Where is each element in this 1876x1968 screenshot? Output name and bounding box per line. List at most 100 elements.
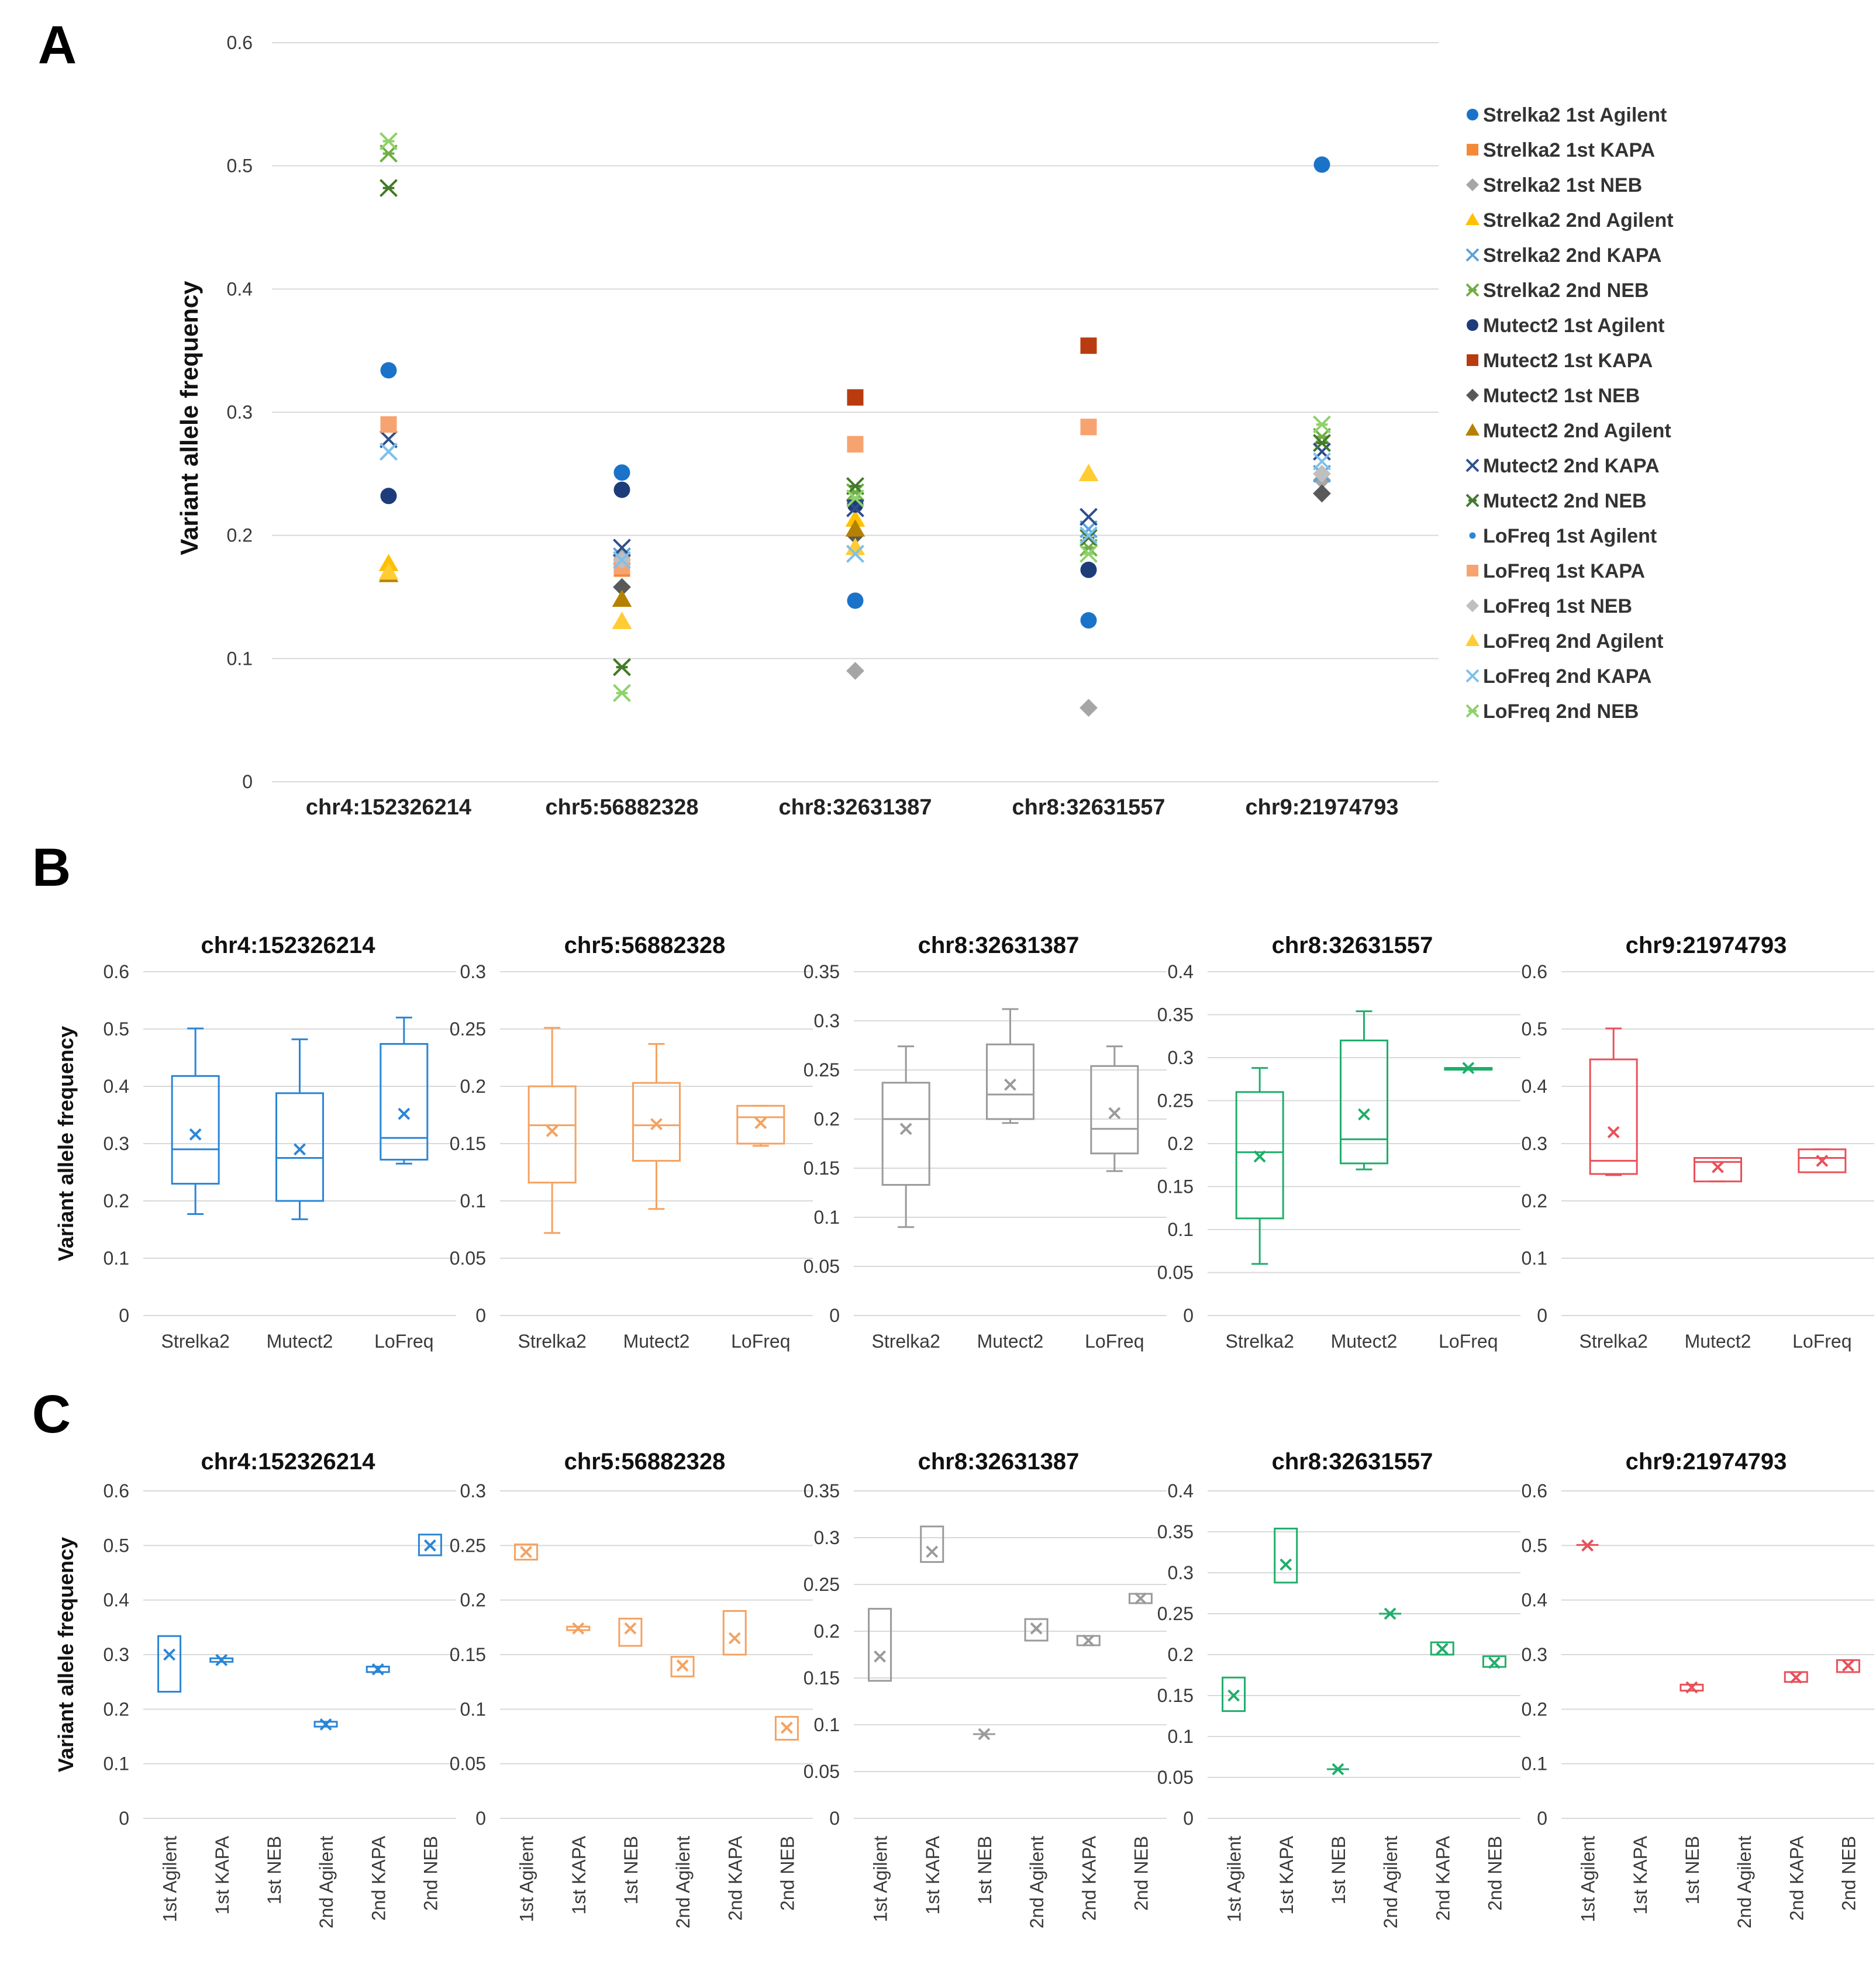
mean-marker bbox=[1436, 1642, 1449, 1655]
legend-marker bbox=[1466, 178, 1479, 191]
mean-marker-shape bbox=[1134, 1592, 1147, 1605]
data-point-shape bbox=[1080, 612, 1097, 629]
legend-marker-shape bbox=[1465, 423, 1480, 436]
y-tick-label: 0.3 bbox=[814, 1527, 840, 1548]
mean-marker-shape bbox=[676, 1659, 689, 1672]
box bbox=[722, 1610, 747, 1656]
box-chart: chr4:152326214 0 0.1 0.2 0.3 0.4 0.5 0.6 1st Agi… bbox=[104, 1449, 456, 1928]
mean-marker-shape bbox=[520, 1546, 532, 1558]
y-tick-label: 0.4 bbox=[227, 278, 253, 299]
x-category-label: 1st Agilent bbox=[1224, 1836, 1245, 1922]
box bbox=[527, 1085, 577, 1184]
x-category-label: Strelka2 bbox=[1225, 1331, 1294, 1352]
mean-marker-shape bbox=[1384, 1607, 1396, 1620]
x-category-label: LoFreq bbox=[374, 1331, 433, 1352]
x-category-label: 2nd KAPA bbox=[1078, 1835, 1099, 1921]
data-point bbox=[1080, 526, 1098, 545]
mean-marker bbox=[1488, 1656, 1501, 1669]
box bbox=[920, 1525, 944, 1563]
legend-marker-shape bbox=[1467, 319, 1478, 331]
mean-marker-shape bbox=[1253, 1150, 1266, 1163]
y-tick-label: 0 bbox=[475, 1305, 486, 1326]
y-tick-label: 0.05 bbox=[450, 1248, 486, 1269]
box bbox=[514, 1543, 539, 1561]
legend-label: LoFreq 1st Agilent bbox=[1483, 525, 1657, 547]
mean-marker bbox=[1384, 1607, 1396, 1620]
data-point bbox=[1313, 156, 1330, 173]
data-point bbox=[846, 489, 864, 507]
x-category-label: 2nd KAPA bbox=[368, 1835, 389, 1921]
x-category-label: chr9:21974793 bbox=[1246, 795, 1399, 820]
legend-marker-shape bbox=[1466, 178, 1479, 191]
y-tick-label: 0 bbox=[119, 1808, 129, 1829]
legend-label: Strelka2 1st NEB bbox=[1483, 174, 1642, 196]
chart-title: chr4:152326214 bbox=[201, 933, 375, 958]
box bbox=[275, 1092, 324, 1202]
data-point-shape bbox=[380, 488, 397, 505]
legend-marker bbox=[1466, 389, 1479, 402]
x-category-label: Strelka2 bbox=[1579, 1331, 1647, 1352]
data-point bbox=[1080, 699, 1098, 717]
y-tick-label: 0.4 bbox=[104, 1076, 129, 1097]
y-tick-label: 0.15 bbox=[803, 1667, 840, 1689]
y-tick-label: 0.4 bbox=[1168, 961, 1194, 982]
mean-marker-shape bbox=[1332, 1763, 1344, 1776]
box bbox=[868, 1608, 892, 1682]
box bbox=[1235, 1091, 1284, 1220]
legend-label: Mutect2 1st NEB bbox=[1483, 385, 1640, 407]
mean-marker bbox=[728, 1632, 741, 1645]
x-category-label: Strelka2 bbox=[161, 1331, 229, 1352]
y-tick-label: 0.35 bbox=[803, 1480, 840, 1501]
x-category-label: chr5:56882328 bbox=[546, 795, 699, 820]
mean-marker-shape bbox=[1358, 1108, 1370, 1121]
data-point-shape bbox=[380, 442, 398, 461]
legend-label: Strelka2 1st KAPA bbox=[1483, 139, 1655, 161]
y-tick-label: 0.2 bbox=[227, 525, 253, 546]
data-point-shape bbox=[1080, 526, 1098, 545]
legend-marker bbox=[1466, 599, 1479, 612]
x-category-label: 1st KAPA bbox=[1630, 1835, 1651, 1914]
legend-marker bbox=[1465, 423, 1480, 436]
data-point bbox=[380, 442, 398, 461]
mean-marker bbox=[1607, 1125, 1620, 1138]
x-category-label: Mutect2 bbox=[267, 1331, 333, 1352]
mean-marker-shape bbox=[1004, 1078, 1016, 1091]
legend-label: Strelka2 2nd Agilent bbox=[1483, 209, 1674, 232]
y-tick-label: 0.3 bbox=[1168, 1562, 1194, 1583]
mean-marker bbox=[1108, 1107, 1121, 1120]
y-axis-label: Variant allele frequency bbox=[54, 1026, 78, 1261]
data-point-shape bbox=[1078, 464, 1099, 481]
y-tick-label: 0.1 bbox=[460, 1190, 486, 1211]
mean-marker-shape bbox=[189, 1128, 202, 1141]
data-point bbox=[1078, 464, 1099, 481]
mean-marker-shape bbox=[1280, 1558, 1292, 1571]
y-tick-label: 0.2 bbox=[1522, 1190, 1547, 1211]
mean-marker bbox=[1082, 1634, 1095, 1647]
y-tick-label: 0.1 bbox=[1522, 1248, 1547, 1269]
x-category-label: LoFreq bbox=[1439, 1331, 1498, 1352]
mean-marker bbox=[781, 1721, 793, 1734]
y-tick-label: 0.6 bbox=[227, 32, 253, 53]
chart-title: chr4:152326214 bbox=[201, 1449, 375, 1475]
mean-marker bbox=[874, 1650, 886, 1663]
legend-label: LoFreq 2nd KAPA bbox=[1483, 665, 1651, 688]
x-category-label: 1st Agilent bbox=[160, 1836, 181, 1922]
mean-marker-shape bbox=[163, 1648, 175, 1661]
box-chart: chr4:152326214 0 0.1 0.2 0.3 0.4 0.5 0.6 Strelka… bbox=[104, 933, 456, 1352]
mean-marker bbox=[1581, 1539, 1594, 1552]
data-point-shape bbox=[1080, 699, 1098, 717]
box bbox=[986, 1043, 1034, 1120]
y-tick-label: 0.4 bbox=[104, 1590, 129, 1611]
mean-marker bbox=[572, 1622, 585, 1635]
x-category-label: Mutect2 bbox=[1685, 1331, 1751, 1352]
legend-marker-shape bbox=[1465, 248, 1480, 262]
mean-marker bbox=[899, 1123, 912, 1135]
y-tick-label: 0.2 bbox=[1168, 1644, 1194, 1665]
y-tick-label: 0.5 bbox=[104, 1535, 129, 1556]
y-tick-label: 0.3 bbox=[460, 1480, 486, 1501]
y-tick-label: 0.3 bbox=[104, 1133, 129, 1154]
y-tick-label: 0.3 bbox=[1522, 1644, 1547, 1665]
data-point bbox=[1080, 612, 1097, 629]
box bbox=[209, 1657, 234, 1663]
mean-marker-shape bbox=[1816, 1154, 1829, 1167]
